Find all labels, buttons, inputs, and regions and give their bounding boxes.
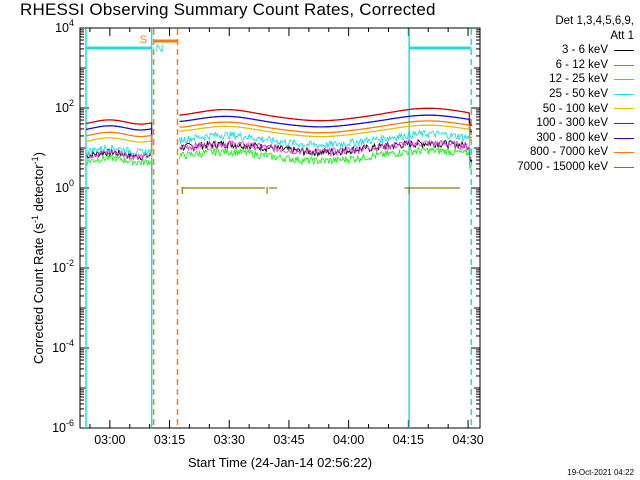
- legend-entry: 50 - 100 keV: [488, 102, 634, 117]
- legend-label: 12 - 25 keV: [549, 73, 608, 86]
- y-tick-label: 104: [55, 18, 74, 35]
- generated-timestamp: 19-Oct-2021 04:22: [567, 468, 634, 477]
- legend-entry: 25 - 50 keV: [488, 87, 634, 102]
- legend-label: 3 - 6 keV: [561, 44, 608, 57]
- legend-label: 100 - 300 keV: [536, 117, 608, 130]
- y-tick-label: 100: [55, 178, 74, 195]
- legend-entry: 7000 - 15000 keV: [488, 160, 634, 175]
- legend: Det 1,3,4,5,6,9, Att 1 3 - 6 keV 6 - 12 k…: [488, 14, 634, 175]
- legend-swatch: [614, 49, 634, 51]
- x-tick-label: 04:30: [452, 433, 483, 447]
- legend-detectors: Det 1,3,4,5,6,9,: [555, 15, 634, 27]
- legend-label: 7000 - 15000 keV: [517, 160, 608, 173]
- x-tick-label: 04:15: [393, 433, 424, 447]
- y-tick-label: 10-6: [52, 418, 74, 435]
- legend-swatch: [614, 122, 634, 124]
- y-axis-label: Corrected Count Rate (s-1 detector-1): [30, 152, 46, 364]
- chart-title: RHESSI Observing Summary Count Rates, Co…: [20, 0, 436, 19]
- series-line: [85, 114, 473, 146]
- legend-label: 6 - 12 keV: [555, 58, 608, 71]
- y-label-mid: detector: [31, 164, 47, 216]
- y-tick-label: 10-2: [52, 258, 74, 275]
- y-tick-label: 102: [55, 98, 74, 115]
- x-tick-label: 03:15: [154, 433, 185, 447]
- legend-entry: 300 - 800 keV: [488, 131, 634, 146]
- series-line: [85, 138, 473, 173]
- legend-swatch: [614, 166, 634, 168]
- legend-swatch: [614, 152, 634, 154]
- x-axis-label: Start Time (24-Jan-14 02:56:22): [187, 455, 373, 470]
- x-tick-label: 03:30: [214, 433, 245, 447]
- x-tick-label: 04:00: [333, 433, 364, 447]
- x-tick-label: 03:45: [273, 433, 304, 447]
- series-line: [85, 129, 473, 169]
- legend-label: 300 - 800 keV: [536, 131, 608, 144]
- y-label-end: ): [31, 152, 47, 157]
- x-tick-label: 03:00: [94, 433, 125, 447]
- plot-frame: [79, 27, 481, 429]
- y-tick-label: 10-4: [52, 338, 74, 355]
- legend-entry: 6 - 12 keV: [488, 58, 634, 73]
- legend-label: 25 - 50 keV: [549, 87, 608, 100]
- legend-swatch: [614, 93, 634, 95]
- legend-swatch: [614, 108, 634, 110]
- legend-swatch: [614, 79, 634, 81]
- legend-entry: 12 - 25 keV: [488, 72, 634, 87]
- series-line: [85, 120, 473, 153]
- legend-label: 50 - 100 keV: [542, 102, 608, 115]
- series-line: [85, 124, 473, 159]
- series-line: [85, 146, 473, 179]
- annotation-s: S: [140, 34, 147, 46]
- y-label-main: Corrected Count Rate (s: [31, 223, 47, 364]
- y-label-sup1: -1: [29, 215, 40, 224]
- annotation-n: N: [156, 43, 164, 55]
- legend-label: 800 - 7000 keV: [529, 146, 608, 159]
- legend-swatch: [614, 64, 634, 66]
- legend-attenuator: Att 1: [610, 29, 634, 42]
- series-line: [85, 107, 473, 141]
- y-label-sup2: -1: [29, 156, 40, 165]
- legend-entry: 3 - 6 keV: [488, 43, 634, 58]
- legend-entry: 800 - 7000 keV: [488, 145, 634, 160]
- legend-swatch: [614, 137, 634, 139]
- legend-entry: 100 - 300 keV: [488, 116, 634, 131]
